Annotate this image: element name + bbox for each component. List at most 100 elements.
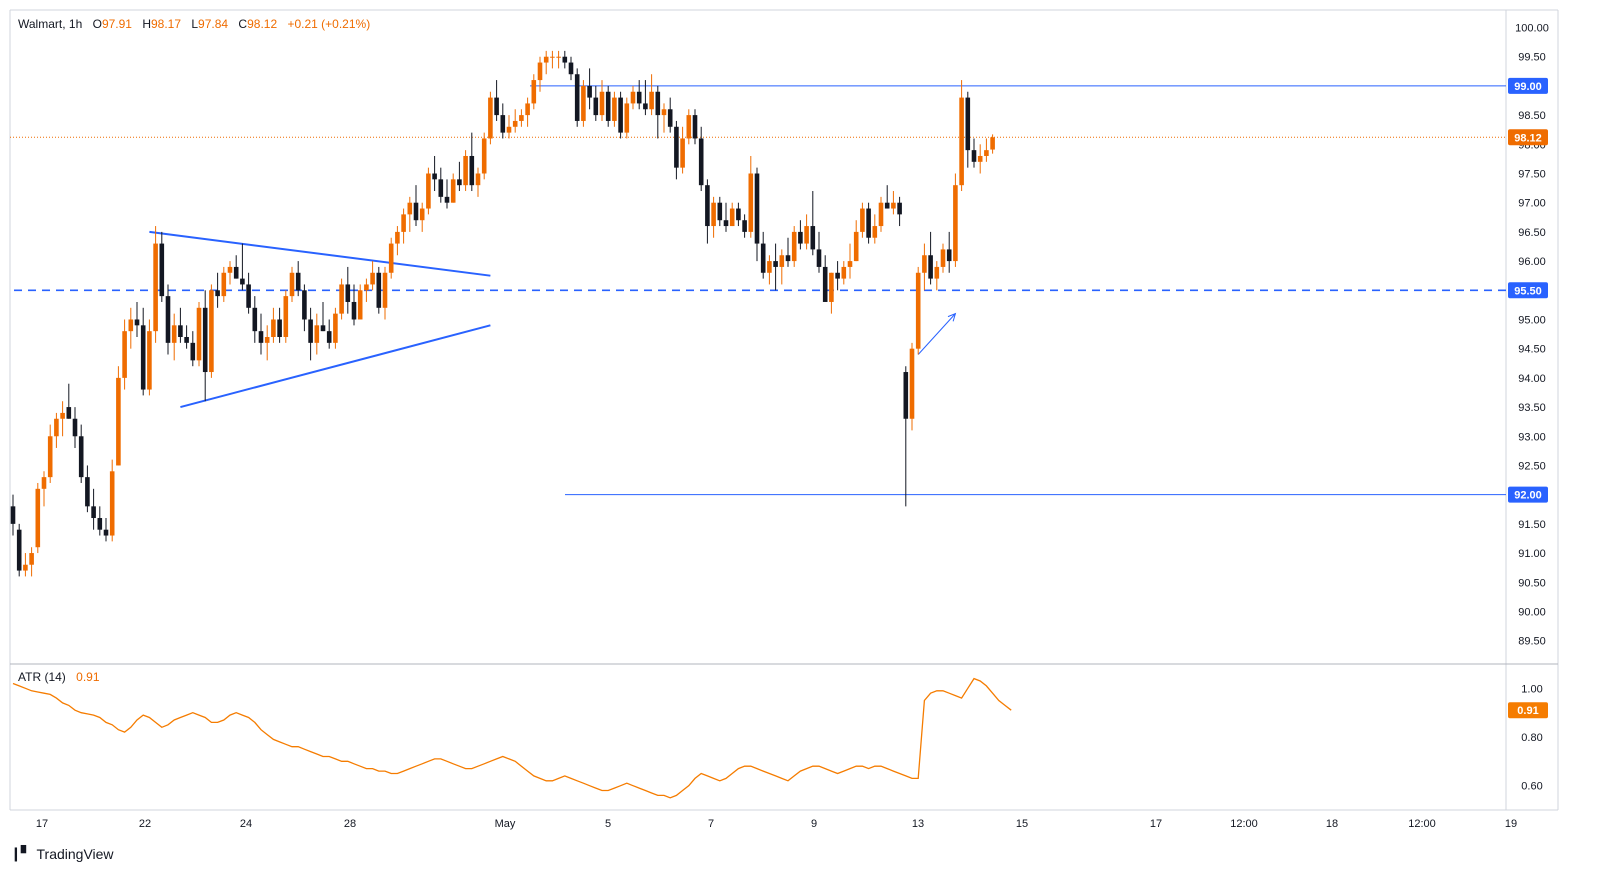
candle[interactable]	[605, 85, 611, 127]
candle[interactable]	[729, 202, 735, 227]
candle[interactable]	[934, 261, 940, 291]
candle[interactable]	[965, 91, 971, 168]
candle[interactable]	[165, 284, 171, 355]
candle[interactable]	[785, 237, 791, 267]
candle[interactable]	[494, 80, 499, 121]
tradingview-logo[interactable]: ❙▘ TradingView	[10, 846, 114, 862]
candle[interactable]	[85, 465, 90, 513]
candle[interactable]	[178, 307, 183, 343]
candle[interactable]	[630, 85, 636, 110]
atr-label[interactable]: ATR (14)	[18, 670, 66, 684]
candle[interactable]	[847, 243, 853, 279]
candle[interactable]	[860, 202, 865, 238]
candle[interactable]	[791, 226, 797, 267]
candle[interactable]	[667, 97, 673, 133]
candle[interactable]	[680, 126, 685, 174]
candle[interactable]	[184, 325, 189, 349]
candle[interactable]	[723, 202, 729, 232]
candle[interactable]	[308, 307, 313, 361]
candle[interactable]	[543, 50, 549, 75]
candle[interactable]	[798, 220, 803, 250]
candle[interactable]	[91, 488, 96, 530]
arrow-annotation[interactable]	[917, 313, 956, 355]
candle[interactable]	[884, 185, 890, 209]
candle[interactable]	[878, 196, 884, 232]
candle[interactable]	[122, 319, 127, 390]
candle[interactable]	[450, 173, 456, 203]
candle[interactable]	[804, 214, 809, 250]
candle[interactable]	[853, 220, 859, 262]
candle[interactable]	[773, 243, 778, 291]
candle[interactable]	[295, 261, 301, 297]
candle[interactable]	[984, 138, 989, 162]
candle[interactable]	[432, 155, 437, 192]
atr-pane[interactable]	[12, 677, 1012, 799]
candle[interactable]	[147, 319, 152, 396]
candle[interactable]	[35, 482, 41, 554]
candle[interactable]	[202, 290, 208, 402]
candle[interactable]	[159, 231, 165, 302]
candle[interactable]	[16, 523, 22, 577]
candle[interactable]	[990, 134, 995, 154]
candle[interactable]	[562, 50, 568, 69]
candle[interactable]	[78, 424, 84, 483]
candle[interactable]	[153, 226, 158, 343]
candle[interactable]	[221, 266, 227, 302]
candle[interactable]	[829, 272, 834, 314]
candle[interactable]	[289, 266, 295, 302]
candle[interactable]	[376, 266, 382, 314]
price-axis[interactable]: 89.50 90.00 90.50 91.00 91.50 92.00 92.50 93.00…	[1508, 23, 1549, 648]
candle[interactable]	[54, 412, 59, 448]
candle[interactable]	[835, 261, 840, 291]
candle[interactable]	[674, 120, 679, 180]
candle[interactable]	[345, 266, 351, 314]
candle[interactable]	[581, 80, 586, 127]
level-badge-92-00[interactable]: 92.00	[1508, 486, 1548, 503]
candle[interactable]	[519, 109, 524, 127]
candle[interactable]	[643, 80, 648, 116]
candle[interactable]	[209, 284, 214, 378]
trendline-upper[interactable]	[149, 230, 491, 277]
candle[interactable]	[258, 313, 264, 355]
candle[interactable]	[816, 231, 822, 273]
candle[interactable]	[413, 185, 419, 227]
candle[interactable]	[382, 266, 388, 320]
last-price-badge[interactable]: 98.12	[1508, 129, 1548, 146]
atr-value-badge[interactable]: 0.91	[1508, 702, 1548, 719]
candle[interactable]	[574, 68, 580, 127]
candle[interactable]	[940, 243, 946, 273]
candle[interactable]	[481, 132, 487, 180]
candle[interactable]	[116, 366, 121, 466]
candle[interactable]	[246, 272, 251, 314]
candle[interactable]	[593, 85, 599, 121]
candle[interactable]	[388, 237, 394, 279]
candle[interactable]	[252, 296, 258, 343]
candle[interactable]	[698, 126, 704, 192]
candle[interactable]	[66, 383, 72, 419]
candle[interactable]	[271, 307, 276, 343]
candle[interactable]	[506, 115, 512, 139]
candle[interactable]	[705, 179, 710, 244]
symbol-label[interactable]: Walmart, 1h	[18, 17, 82, 31]
candle[interactable]	[624, 97, 630, 139]
candle[interactable]	[171, 313, 177, 361]
candle[interactable]	[407, 196, 413, 232]
candle[interactable]	[550, 50, 555, 69]
candle[interactable]	[370, 261, 375, 291]
candle[interactable]	[977, 144, 983, 174]
candle[interactable]	[419, 202, 425, 232]
time-axis[interactable]: 17 22 24 28 May 5 7 9 13 15 17 12:00 18 12:00 19	[36, 818, 1517, 830]
candle[interactable]	[134, 301, 140, 337]
candle[interactable]	[463, 150, 468, 192]
candle[interactable]	[742, 214, 747, 238]
candle[interactable]	[866, 202, 871, 244]
candle[interactable]	[72, 407, 78, 448]
candle[interactable]	[97, 506, 103, 536]
candle[interactable]	[233, 255, 239, 279]
candle[interactable]	[897, 196, 902, 227]
candle[interactable]	[140, 307, 146, 396]
candle[interactable]	[903, 366, 909, 507]
candle[interactable]	[649, 74, 654, 116]
candle[interactable]	[302, 284, 307, 332]
candle[interactable]	[661, 103, 667, 133]
